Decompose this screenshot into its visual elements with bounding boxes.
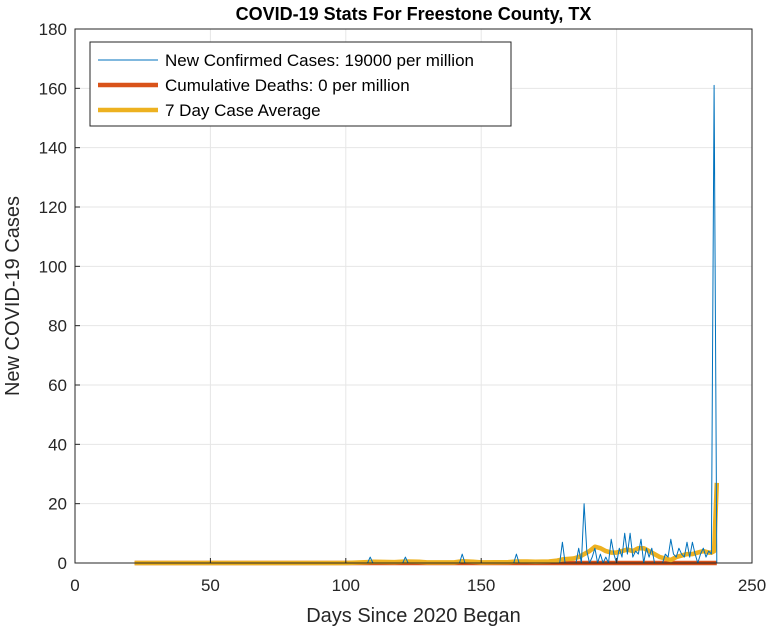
y-tick-label: 60: [48, 376, 67, 395]
x-tick-label: 100: [332, 576, 360, 595]
x-axis-label: Days Since 2020 Began: [306, 605, 521, 627]
legend-label-1: Cumulative Deaths: 0 per million: [165, 76, 410, 95]
series-line-2: [134, 482, 720, 566]
x-tick-label: 0: [70, 576, 79, 595]
x-tick-label: 200: [602, 576, 630, 595]
ticks: 0 50 100 150 200 250 0 20 40 60 80 100 120 140 160 180: [39, 20, 767, 595]
y-tick-label: 0: [58, 554, 67, 573]
x-tick-label: 150: [467, 576, 495, 595]
y-tick-label: 20: [48, 495, 67, 514]
y-tick-label: 100: [39, 257, 67, 276]
chart-title: COVID-19 Stats For Freestone County, TX: [236, 4, 592, 24]
y-axis-label: New COVID-19 Cases: [2, 196, 24, 396]
y-tick-label: 120: [39, 198, 67, 217]
y-tick-label: 80: [48, 317, 67, 336]
legend-label-2: 7 Day Case Average: [165, 101, 321, 120]
x-tick-label: 50: [201, 576, 220, 595]
y-tick-label: 40: [48, 435, 67, 454]
y-tick-label: 140: [39, 139, 67, 158]
plot-frame: [74, 28, 753, 564]
y-tick-label: 180: [39, 20, 67, 39]
legend: New Confirmed Cases: 19000 per million Cu…: [89, 41, 512, 127]
y-tick-label: 160: [39, 79, 67, 98]
legend-box: [89, 41, 512, 127]
x-tick-label: 250: [738, 576, 766, 595]
legend-label-0: New Confirmed Cases: 19000 per million: [165, 51, 474, 70]
